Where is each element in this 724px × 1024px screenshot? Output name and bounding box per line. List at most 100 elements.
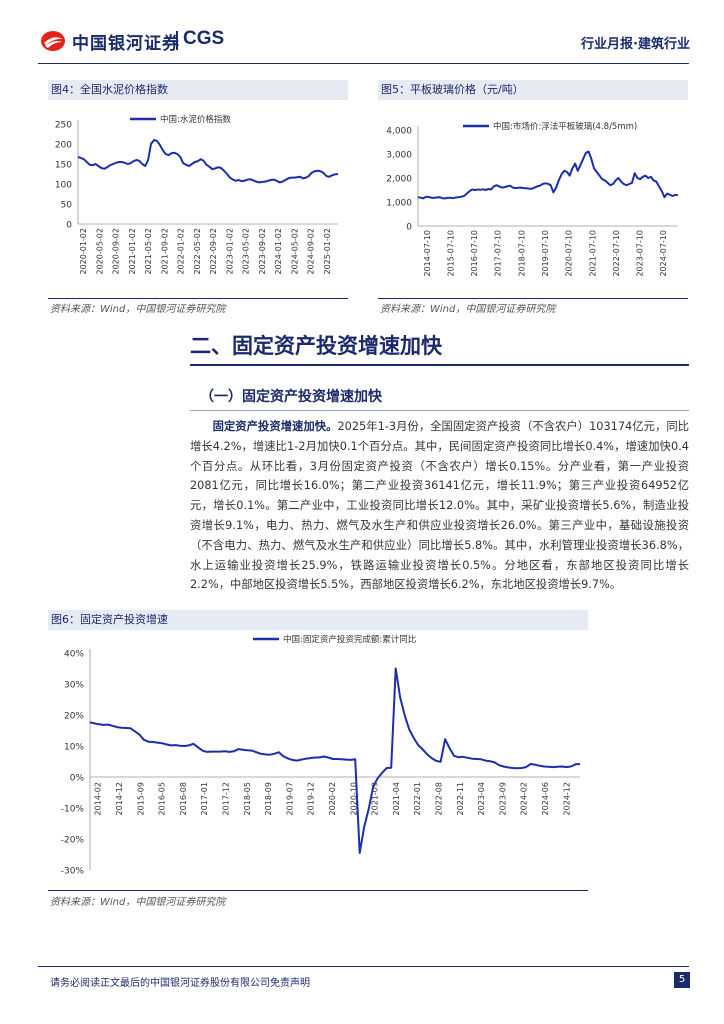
fig4-x-tick: 2021-09-02 xyxy=(160,228,169,275)
section-heading-rule xyxy=(190,364,689,366)
fig5-y-tick: 1,000 xyxy=(386,199,412,209)
fig6-x-tick: 2023-09 xyxy=(498,782,507,815)
fig6-y-tick: -30% xyxy=(61,867,85,877)
fig5-legend-label: 中国:市场价:浮法平板玻璃(4.8/5mm) xyxy=(493,121,637,132)
fig5-x-tick: 2023-07-10 xyxy=(636,230,645,277)
fig6-x-tick: 2022-01 xyxy=(413,782,422,815)
footer-divider xyxy=(38,966,689,967)
fig5-x-tick: 2020-07-10 xyxy=(565,230,574,277)
fig4-x-tick: 2025-01-02 xyxy=(323,228,332,275)
fig6-x-tick: 2019-07 xyxy=(285,782,294,815)
fig5-y-tick: 3,000 xyxy=(386,151,412,161)
fig4-caption: 图4：全国水泥价格指数 xyxy=(48,80,348,100)
fig6-x-tick: 2015-09 xyxy=(136,782,145,815)
fig4-x-tick: 2021-01-02 xyxy=(128,228,137,275)
fig6-x-tick: 2020-02 xyxy=(328,782,337,815)
fig5-x-tick: 2024-07-10 xyxy=(659,230,668,277)
fig5-x-tick: 2017-07-10 xyxy=(494,230,503,277)
fig5-series-line xyxy=(417,150,679,200)
fig5-caption: 图5：平板玻璃价格（元/吨） xyxy=(378,80,688,100)
page-number: 5 xyxy=(674,972,690,988)
fig4-x-tick: 2023-01-02 xyxy=(225,228,234,275)
fig6-x-tick: 2024-12 xyxy=(562,782,571,815)
fig6-x-tick: 2024-06 xyxy=(541,782,550,815)
fig6-x-tick: 2016-05 xyxy=(158,782,167,815)
fig4-source: 资料来源：Wind，中国银河证券研究院 xyxy=(50,304,226,315)
fig6-x-tick: 2017-01 xyxy=(200,782,209,815)
brand-name-cn: 中国银河证券 xyxy=(72,34,180,54)
fig6-x-tick: 2014-12 xyxy=(115,782,124,815)
fig6-x-tick: 2018-05 xyxy=(243,782,252,815)
fig4-x-tick: 2020-05-02 xyxy=(95,228,104,275)
fig5-x-tick: 2014-07-10 xyxy=(423,230,432,277)
paragraph-lead: 固定资产投资增速加快。 xyxy=(212,420,338,433)
report-section-label: 行业月报·建筑行业 xyxy=(581,37,690,52)
fig5-y-tick: 4,000 xyxy=(386,127,412,137)
fig6-x-tick: 2023-04 xyxy=(477,782,486,815)
fig5-chart: 0 1,000 2,000 3,000 4,000 2014-07-10 2015-07-1… xyxy=(386,121,679,277)
fig6-source: 资料来源：Wind，中国银河证券研究院 xyxy=(50,897,226,908)
fig5-x-tick: 2021-07-10 xyxy=(588,230,597,277)
fig6-x-tick: 2014-02 xyxy=(94,782,103,815)
fig5-y-tick: 2,000 xyxy=(386,175,412,185)
fig6-x-tick: 2021-09 xyxy=(371,782,380,815)
fig4-y-tick: 0 xyxy=(66,221,72,231)
fig5-x-tick: 2015-07-10 xyxy=(446,230,455,277)
fig4-chart: 0 50 100 150 200 250 2020-01-02 2020-05-02 2020-… xyxy=(55,114,339,275)
fig4-x-tick: 2022-05-02 xyxy=(193,228,202,275)
subsection-heading-rule xyxy=(190,410,689,411)
fig6-y-tick: -10% xyxy=(61,805,85,815)
fig4-x-tick: 2021-05-02 xyxy=(144,228,153,275)
fig6-y-tick: 20% xyxy=(64,712,84,722)
footer-disclaimer: 请务必阅读正文最后的中国银河证券股份有限公司免责声明 xyxy=(50,978,310,989)
fig6-y-tick: 40% xyxy=(64,650,84,660)
fig6-source-divider xyxy=(48,890,588,891)
fig4-y-tick: 150 xyxy=(55,161,72,171)
fig6-x-tick: 2020-10 xyxy=(349,782,358,815)
fig6-x-tick: 2022-08 xyxy=(435,782,444,815)
fig4-y-tick: 250 xyxy=(55,121,72,131)
fig4-x-tick: 2022-01-02 xyxy=(177,228,186,275)
fig4-x-tick: 2024-05-02 xyxy=(290,228,299,275)
fig5-x-tick: 2018-07-10 xyxy=(517,230,526,277)
fig6-x-tick: 2022-11 xyxy=(456,782,465,815)
fig6-x-tick: 2017-12 xyxy=(221,782,230,815)
fig6-x-tick: 2024-02 xyxy=(520,782,529,815)
fig6-y-tick: 10% xyxy=(64,743,84,753)
fig4-series-line xyxy=(77,139,339,184)
fig4-y-tick: 50 xyxy=(61,201,73,211)
fig5-source-divider xyxy=(378,298,688,299)
fig6-series-line xyxy=(89,667,581,854)
fig6-chart: 40% 30% 20% 10% 0% -10% -20% -30% 2014-02 2014-12… xyxy=(61,634,581,877)
subsection-heading: （一）固定资产投资增速加快 xyxy=(200,389,382,405)
fig6-y-tick: 0% xyxy=(70,774,85,784)
fig4-x-tick: 2023-05-02 xyxy=(242,228,251,275)
fig4-x-tick: 2020-01-02 xyxy=(79,228,88,275)
fig6-x-tick: 2016-08 xyxy=(179,782,188,815)
fig5-y-tick: 0 xyxy=(406,223,412,233)
fig6-x-tick: 2018-09 xyxy=(264,782,273,815)
fig4-legend-label: 中国:水泥价格指数 xyxy=(160,114,231,125)
header-divider xyxy=(38,63,689,64)
fig6-x-tick: 2021-04 xyxy=(392,782,401,815)
section-heading: 二、固定资产投资增速加快 xyxy=(190,334,442,358)
fig5-source: 资料来源：Wind，中国银河证券研究院 xyxy=(380,304,556,315)
fig4-x-tick: 2024-09-02 xyxy=(307,228,316,275)
brand-separator xyxy=(176,31,178,50)
fig6-x-tick: 2019-12 xyxy=(307,782,316,815)
fig6-legend-label: 中国:固定资产投资完成额:累计同比 xyxy=(283,634,416,645)
fig6-caption: 图6：固定资产投资增速 xyxy=(48,610,588,630)
fig6-y-tick: 30% xyxy=(64,681,84,691)
fig5-x-tick: 2022-07-10 xyxy=(612,230,621,277)
body-paragraph: 固定资产投资增速加快。2025年1-3月份，全国固定资产投资（不含农户）1031… xyxy=(190,417,689,595)
fig4-x-tick: 2020-09-02 xyxy=(112,228,121,275)
paragraph-body: 2025年1-3月份，全国固定资产投资（不含农户）103174亿元，同比增长4.… xyxy=(190,420,689,592)
fig5-x-tick: 2019-07-10 xyxy=(541,230,550,277)
fig4-x-tick: 2024-01-02 xyxy=(274,228,283,275)
fig4-y-tick: 100 xyxy=(55,181,72,191)
fig4-source-divider xyxy=(48,298,348,299)
fig6-y-tick: -20% xyxy=(61,836,85,846)
fig4-x-tick: 2022-09-02 xyxy=(209,228,218,275)
brand-name-en: CGS xyxy=(183,28,225,49)
brand-logo-icon xyxy=(41,31,65,51)
